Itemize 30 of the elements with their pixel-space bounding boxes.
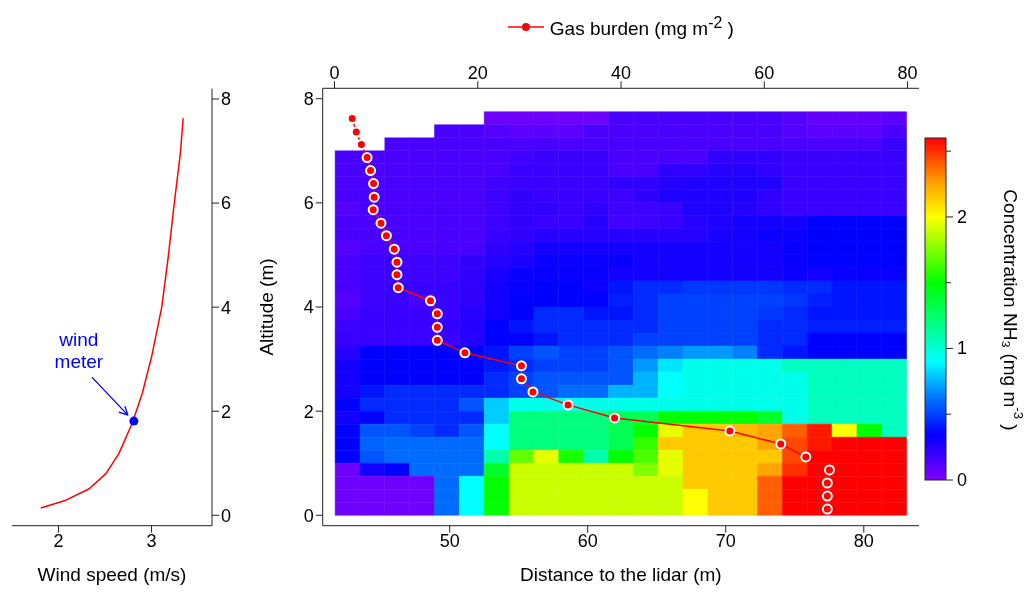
y-tick-label: 0	[221, 505, 232, 526]
color-bar-label: 0	[957, 470, 968, 490]
x-tick-label: 2	[53, 531, 64, 552]
color-bar-label: 1	[957, 338, 968, 359]
y-axis-title: Altitude (m)	[255, 258, 277, 356]
color-bar-label: 2	[957, 206, 968, 227]
y-tick-label: 0	[303, 505, 314, 526]
legend-label: Gas burden (mg m$^{-2}$ )	[549, 14, 734, 41]
x-axis-title: Wind speed (m/s)	[37, 563, 187, 585]
y-tick-label: 8	[303, 89, 314, 110]
y-tick-label: 6	[221, 193, 232, 214]
x-tick-label: 70	[715, 531, 736, 552]
y-tick-label: 8	[221, 89, 232, 110]
x2-tick-label: 40	[611, 63, 632, 84]
y-tick-label: 4	[221, 297, 232, 318]
line-series	[40, 117, 184, 509]
x-tick-label: 80	[853, 531, 874, 552]
x-axis-title: Distance to the lidar (m)	[520, 563, 722, 585]
annotation: wind meter	[54, 329, 104, 373]
y-tick-label: 2	[221, 401, 232, 422]
y-tick-label: 4	[303, 297, 314, 318]
y-tick-label: 6	[303, 193, 314, 214]
x2-tick-label: 0	[329, 63, 340, 84]
y-tick-label: 2	[303, 401, 314, 422]
x-tick-label: 3	[146, 531, 157, 552]
x-tick-label: 60	[577, 531, 598, 552]
x-tick-label: 50	[439, 531, 460, 552]
x2-tick-label: 60	[754, 63, 775, 84]
x2-tick-label: 80	[897, 63, 918, 84]
x2-tick-label: 20	[467, 63, 488, 84]
